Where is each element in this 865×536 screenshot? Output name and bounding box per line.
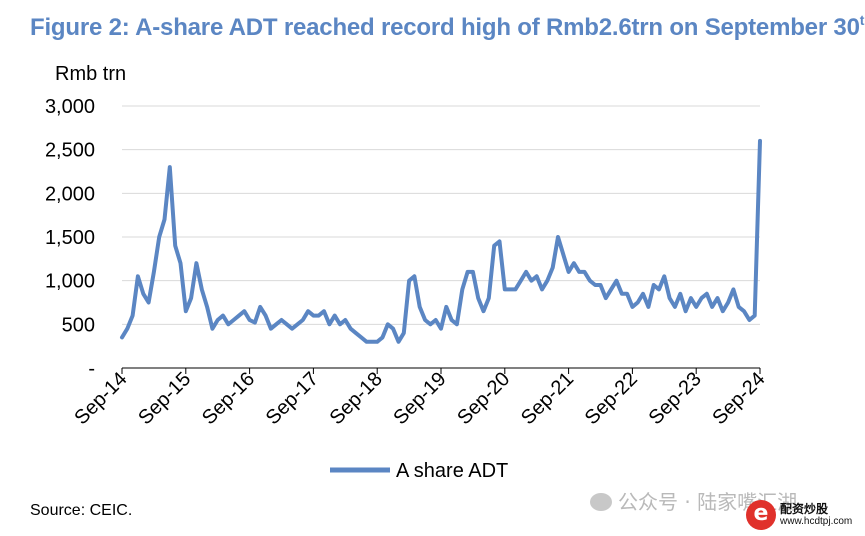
x-tick-label: Sep-15 xyxy=(134,368,195,429)
legend-label: A share ADT xyxy=(396,460,508,482)
y-tick-label: 3,000 xyxy=(45,96,95,118)
series-line-a-share-adt xyxy=(120,138,762,344)
y-axis-label: Rmb trn xyxy=(55,63,126,85)
x-tick-label: Sep-18 xyxy=(326,368,387,429)
logo: e 配资炒股 www.hcdtpj.com xyxy=(746,500,858,530)
y-tick-label: 2,000 xyxy=(45,183,95,205)
x-tick-label: Sep-20 xyxy=(453,368,514,429)
y-tick-label: 1,500 xyxy=(45,227,95,249)
legend: A share ADT xyxy=(330,460,508,482)
x-tick-label: Sep-23 xyxy=(645,368,706,429)
y-tick-label: - xyxy=(88,358,95,380)
x-tick-label: Sep-16 xyxy=(198,368,259,429)
x-tick-label: Sep-21 xyxy=(517,368,578,429)
logo-e-icon: e xyxy=(746,500,776,530)
y-axis: 3,000 2,500 2,000 1,500 1,000 500 - Rmb trn xyxy=(45,63,126,380)
y-tick-label: 500 xyxy=(62,314,95,336)
y-tick-label: 1,000 xyxy=(45,271,95,293)
figure-title: Figure 2: A-share ADT reached record hig… xyxy=(30,12,865,41)
logo-name: 配资炒股 xyxy=(780,502,829,516)
x-tick-label: Sep-24 xyxy=(708,368,769,429)
x-tick-label: Sep-19 xyxy=(389,368,450,429)
x-tick-label: Sep-22 xyxy=(581,368,642,429)
logo-url: www.hcdtpj.com xyxy=(780,516,853,527)
x-tick-label: Sep-17 xyxy=(262,368,323,429)
x-tick-label: Sep-14 xyxy=(70,368,131,429)
gridlines xyxy=(122,105,760,325)
source-note: Source: CEIC. xyxy=(30,502,133,519)
wechat-icon xyxy=(590,492,612,511)
x-axis: Sep-14 Sep-15 Sep-16 Sep-17 Sep-18 Sep-19 Sep-… xyxy=(70,367,770,429)
series xyxy=(120,138,762,344)
y-tick-label: 2,500 xyxy=(45,140,95,162)
